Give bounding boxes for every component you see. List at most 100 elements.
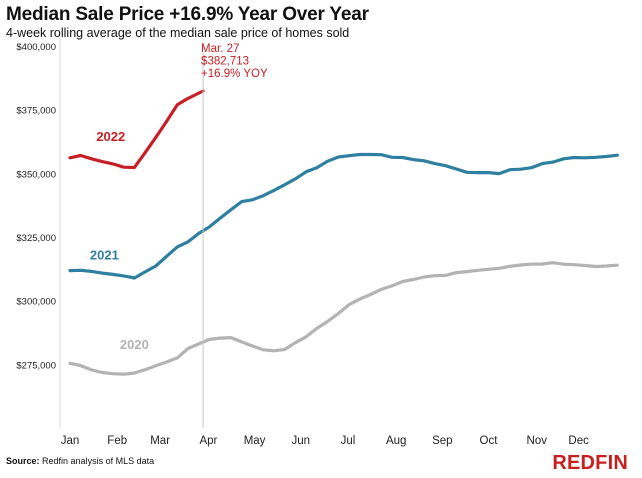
data-point-2020-32 bbox=[412, 278, 415, 281]
series-label-2021: 2021 bbox=[90, 248, 119, 263]
data-point-2021-14 bbox=[219, 217, 221, 219]
data-point-2022-4 bbox=[112, 163, 114, 165]
data-point-2021-11 bbox=[187, 241, 189, 243]
data-point-2022-10 bbox=[176, 104, 179, 106]
data-point-2021-28 bbox=[369, 153, 372, 156]
data-point-2022-0 bbox=[69, 157, 71, 159]
data-point-2020-34 bbox=[434, 274, 436, 277]
y-tick-label-400000: $400,000 bbox=[16, 42, 56, 53]
x-tick-label-nov: Nov bbox=[527, 435, 548, 447]
data-point-2021-39 bbox=[487, 171, 490, 174]
x-tick-label-jan: Jan bbox=[61, 435, 80, 447]
data-point-2022-5 bbox=[122, 166, 125, 168]
chart-title: Median Sale Price +16.9% Year Over Year bbox=[6, 4, 369, 25]
data-point-2020-19 bbox=[273, 350, 275, 352]
data-point-2020-42 bbox=[519, 264, 522, 266]
data-point-2021-42 bbox=[519, 168, 522, 170]
source-note: Source: Redfin analysis of MLS data bbox=[6, 456, 154, 466]
data-point-2020-38 bbox=[477, 269, 479, 272]
data-point-2020-27 bbox=[358, 298, 361, 300]
data-point-2020-18 bbox=[262, 349, 265, 351]
data-point-2020-43 bbox=[530, 263, 533, 266]
data-point-2020-21 bbox=[294, 341, 297, 344]
data-point-2021-38 bbox=[477, 171, 479, 174]
data-point-2021-43 bbox=[530, 166, 533, 169]
data-point-2022-1 bbox=[79, 154, 82, 157]
x-tick-label-dec: Dec bbox=[568, 435, 589, 447]
data-point-2020-14 bbox=[219, 337, 221, 339]
data-point-2020-28 bbox=[369, 293, 372, 296]
data-point-2021-16 bbox=[240, 200, 243, 203]
data-point-2020-7 bbox=[144, 368, 146, 371]
data-point-2021-50 bbox=[605, 155, 608, 158]
data-point-2020-2 bbox=[90, 369, 93, 371]
data-point-2020-37 bbox=[466, 270, 468, 273]
data-point-2021-37 bbox=[466, 171, 468, 174]
data-point-2020-24 bbox=[326, 320, 329, 323]
y-tick-label-275000: $275,000 bbox=[16, 360, 56, 371]
data-point-2021-5 bbox=[122, 275, 125, 277]
data-point-2020-31 bbox=[401, 280, 404, 283]
data-point-2020-16 bbox=[240, 341, 243, 343]
data-point-2022-3 bbox=[101, 160, 103, 163]
data-point-2020-12 bbox=[198, 343, 200, 345]
data-point-2020-15 bbox=[230, 336, 232, 339]
data-point-2020-8 bbox=[155, 365, 157, 367]
data-point-2021-7 bbox=[144, 271, 146, 273]
data-point-2020-33 bbox=[423, 276, 425, 278]
data-point-2021-25 bbox=[337, 156, 340, 158]
data-point-2021-45 bbox=[552, 161, 554, 163]
series-line-2021 bbox=[68, 152, 619, 280]
data-point-2021-0 bbox=[69, 269, 71, 272]
data-point-2020-26 bbox=[348, 303, 350, 306]
data-point-2021-51 bbox=[616, 154, 619, 156]
x-tick-label-oct: Oct bbox=[480, 435, 499, 447]
data-point-2020-6 bbox=[133, 372, 136, 374]
data-point-2021-18 bbox=[262, 194, 265, 197]
data-point-2020-23 bbox=[316, 327, 318, 330]
data-point-2021-47 bbox=[573, 156, 576, 159]
data-point-2020-25 bbox=[337, 312, 340, 315]
y-tick-label-300000: $300,000 bbox=[16, 297, 56, 308]
chart-annotation: Mar. 27 $382,713 +16.9% YOY bbox=[201, 42, 268, 428]
data-point-2022-11 bbox=[187, 97, 189, 100]
data-point-2020-51 bbox=[616, 264, 619, 267]
series-2022: 2022 bbox=[68, 89, 205, 170]
data-point-2021-29 bbox=[380, 153, 383, 156]
data-point-2021-19 bbox=[273, 189, 275, 192]
y-tick-label-325000: $325,000 bbox=[16, 233, 56, 244]
redfin-logo: REDFIN bbox=[552, 452, 628, 474]
data-point-2021-1 bbox=[79, 269, 82, 272]
data-point-2020-9 bbox=[165, 361, 168, 363]
data-point-2020-30 bbox=[391, 285, 393, 287]
data-point-2021-9 bbox=[165, 255, 168, 258]
data-point-2021-46 bbox=[562, 158, 565, 160]
data-point-2021-6 bbox=[133, 277, 136, 279]
data-point-2021-23 bbox=[316, 166, 318, 169]
data-point-2021-24 bbox=[326, 160, 329, 163]
data-point-2021-48 bbox=[584, 157, 586, 159]
series-2021: 2021 bbox=[68, 152, 619, 280]
data-point-2022-6 bbox=[133, 166, 136, 169]
data-point-2020-5 bbox=[122, 373, 125, 376]
data-point-2021-44 bbox=[541, 162, 543, 165]
data-point-2020-20 bbox=[283, 348, 286, 351]
x-tick-label-may: May bbox=[244, 435, 266, 447]
data-point-2021-36 bbox=[455, 168, 458, 170]
data-point-2021-40 bbox=[498, 172, 501, 175]
data-point-2021-22 bbox=[305, 171, 307, 173]
series-line-2020 bbox=[68, 261, 619, 376]
data-point-2021-4 bbox=[112, 273, 114, 276]
data-point-2020-4 bbox=[112, 372, 114, 375]
data-point-2021-8 bbox=[155, 265, 157, 267]
series-label-2020: 2020 bbox=[120, 337, 149, 352]
data-point-2021-10 bbox=[176, 246, 179, 248]
data-point-2020-46 bbox=[562, 263, 565, 266]
data-point-2021-20 bbox=[283, 184, 286, 186]
annotation-price: $382,713 bbox=[201, 56, 249, 68]
data-point-2021-31 bbox=[401, 156, 404, 159]
data-point-2021-49 bbox=[595, 156, 597, 159]
data-point-2020-22 bbox=[305, 336, 307, 338]
data-point-2021-32 bbox=[412, 158, 415, 161]
